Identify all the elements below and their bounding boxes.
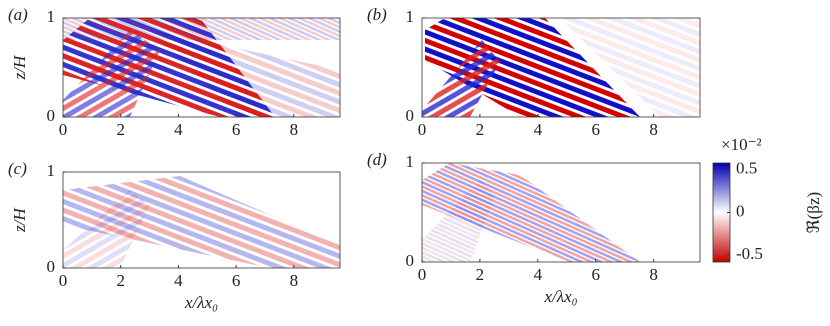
colorbar-label: ℜ(βz) — [804, 192, 823, 233]
y-tick-label: 0 — [406, 251, 415, 270]
colorbar-tick-label: -0.5 — [736, 244, 763, 263]
x-tick-label: 8 — [290, 271, 299, 290]
y-tick-label: 1 — [47, 7, 56, 26]
panel-label: (a) — [8, 5, 28, 24]
plot-frame — [62, 17, 341, 118]
panel-label: (b) — [367, 5, 387, 24]
y-axis-label: z/H — [10, 54, 29, 80]
x-tick-label: 2 — [116, 120, 125, 139]
field — [422, 163, 640, 262]
x-tick-label: 8 — [649, 265, 658, 284]
colorbar-scale: ×10⁻² — [721, 135, 762, 154]
x-tick-label: 0 — [59, 271, 68, 290]
field — [63, 176, 340, 268]
x-tick-label: 4 — [534, 265, 543, 284]
x-tick-label: 2 — [476, 265, 485, 284]
x-tick-label: 4 — [174, 120, 183, 139]
y-axis-label: z/H — [10, 206, 29, 232]
colorbar-tick-label: 0.5 — [736, 159, 757, 178]
panel-label: (c) — [8, 159, 27, 178]
x-tick-label: 6 — [592, 265, 601, 284]
y-tick-label: 1 — [47, 161, 56, 180]
x-axis-label: x/λx₀ — [184, 293, 218, 312]
x-axis-label: x/λx₀ — [543, 287, 577, 306]
x-tick-label: 6 — [592, 120, 601, 139]
x-tick-label: 2 — [116, 271, 125, 290]
x-tick-label: 8 — [649, 120, 658, 139]
x-tick-label: 0 — [418, 265, 427, 284]
y-tick-label: 0 — [47, 106, 56, 125]
plot-frame — [421, 162, 701, 263]
y-tick-label: 0 — [406, 106, 415, 125]
y-tick-label: 1 — [406, 7, 415, 26]
x-tick-label: 8 — [290, 120, 299, 139]
plot-frame — [62, 171, 341, 269]
x-tick-label: 6 — [232, 271, 241, 290]
x-tick-label: 2 — [476, 120, 485, 139]
plot-frame — [421, 17, 701, 118]
x-tick-label: 0 — [418, 120, 427, 139]
y-tick-label: 0 — [47, 257, 56, 276]
x-tick-label: 0 — [59, 120, 68, 139]
x-tick-label: 4 — [174, 271, 183, 290]
x-tick-label: 6 — [232, 120, 241, 139]
field — [422, 18, 700, 117]
x-tick-label: 4 — [534, 120, 543, 139]
y-tick-label: 1 — [406, 152, 415, 171]
colorbar-tick-label: 0 — [736, 201, 745, 220]
field — [63, 18, 340, 117]
panel-label: (d) — [367, 150, 387, 169]
